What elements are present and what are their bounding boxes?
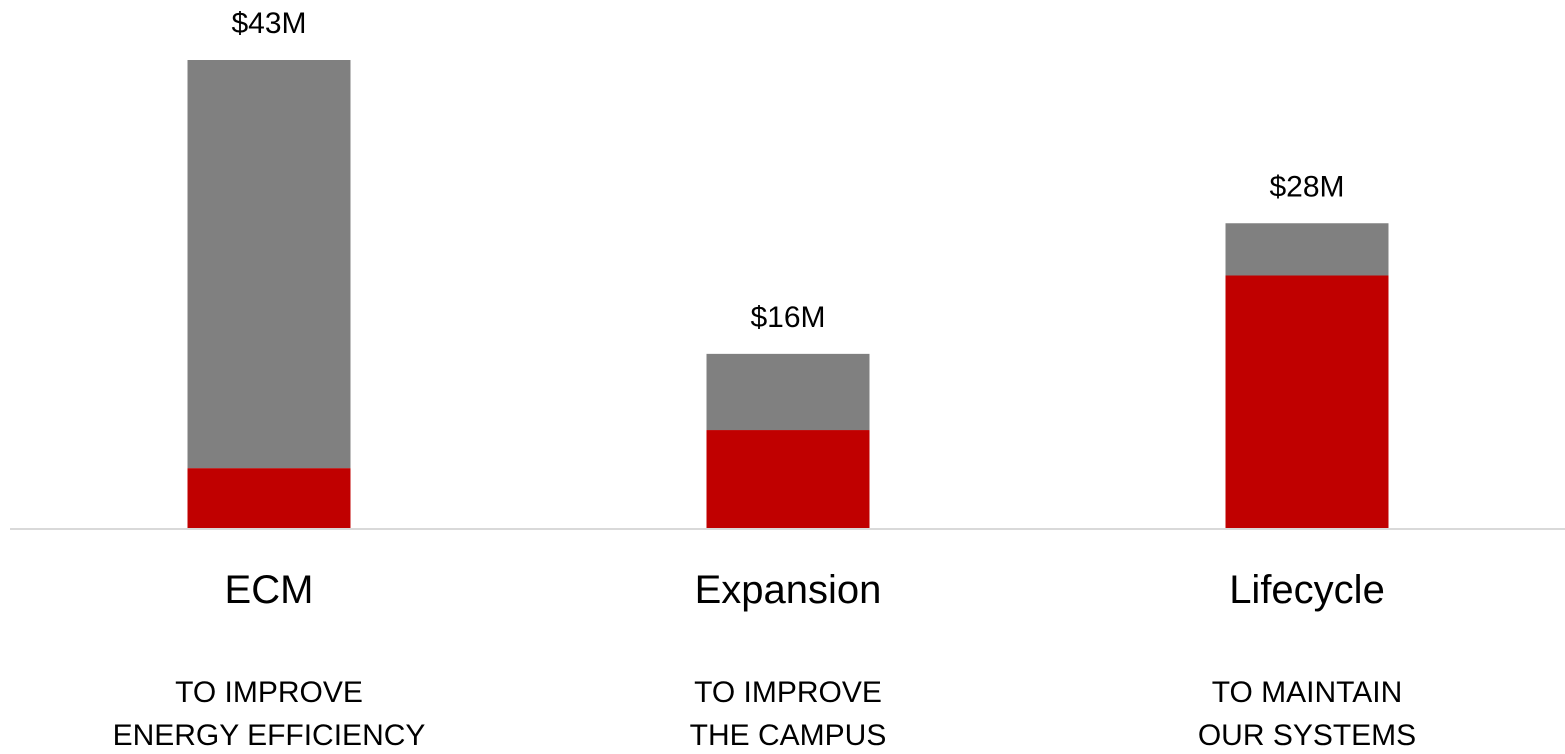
value-label-ecm: $43M <box>231 7 306 40</box>
category-label-expansion: Expansion <box>695 568 882 612</box>
category-label-ecm: ECM <box>225 568 314 612</box>
description-label-expansion-line-2: THE CAMPUS <box>690 719 887 752</box>
description-label-ecm-line-2: ENERGY EFFICIENCY <box>113 719 426 752</box>
description-label-expansion-line-1: TO IMPROVE <box>694 676 882 709</box>
value-label-expansion: $16M <box>750 301 825 334</box>
category-label-lifecycle: Lifecycle <box>1229 568 1385 612</box>
description-label-lifecycle-line-2: OUR SYSTEMS <box>1198 719 1416 752</box>
labels-layer: $43M ECM TO IMPROVE ENERGY EFFICIENCY $16M Ex… <box>113 7 1417 752</box>
bar-segment-expansion-2 <box>706 353 870 431</box>
bar-segment-ecm-1 <box>187 468 351 528</box>
value-label-lifecycle: $28M <box>1269 170 1344 203</box>
description-label-lifecycle-line-1: TO MAINTAIN <box>1212 676 1403 709</box>
bar-segment-ecm-2 <box>187 60 351 469</box>
bar-segment-expansion-1 <box>706 430 870 528</box>
bar-segment-lifecycle-1 <box>1225 275 1389 528</box>
bar-segment-lifecycle-2 <box>1225 223 1389 276</box>
bars-layer <box>187 60 1389 528</box>
description-label-ecm-line-1: TO IMPROVE <box>175 676 363 709</box>
